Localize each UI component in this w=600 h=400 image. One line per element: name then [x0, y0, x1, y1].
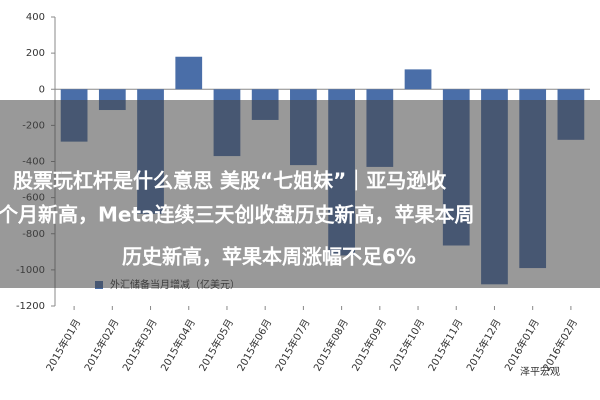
y-tick-label: 200: [26, 48, 45, 59]
banner-line: 个月新高，Meta连续三天创收盘历史新高，苹果本周: [0, 203, 475, 227]
watermark: 泽平宏观: [520, 365, 560, 378]
banner-line: 股票玩杠杆是什么意思 美股“七姐妹”｜亚马逊收: [13, 169, 446, 193]
banner-line: 历史新高，苹果本周涨幅不足6%: [122, 245, 416, 269]
bar: [175, 56, 203, 90]
overlay-banner: [0, 100, 600, 288]
y-tick-label: 400: [26, 12, 45, 23]
bar: [404, 69, 432, 90]
y-tick-label: 0: [39, 84, 45, 95]
y-tick-label: -1200: [16, 301, 45, 312]
